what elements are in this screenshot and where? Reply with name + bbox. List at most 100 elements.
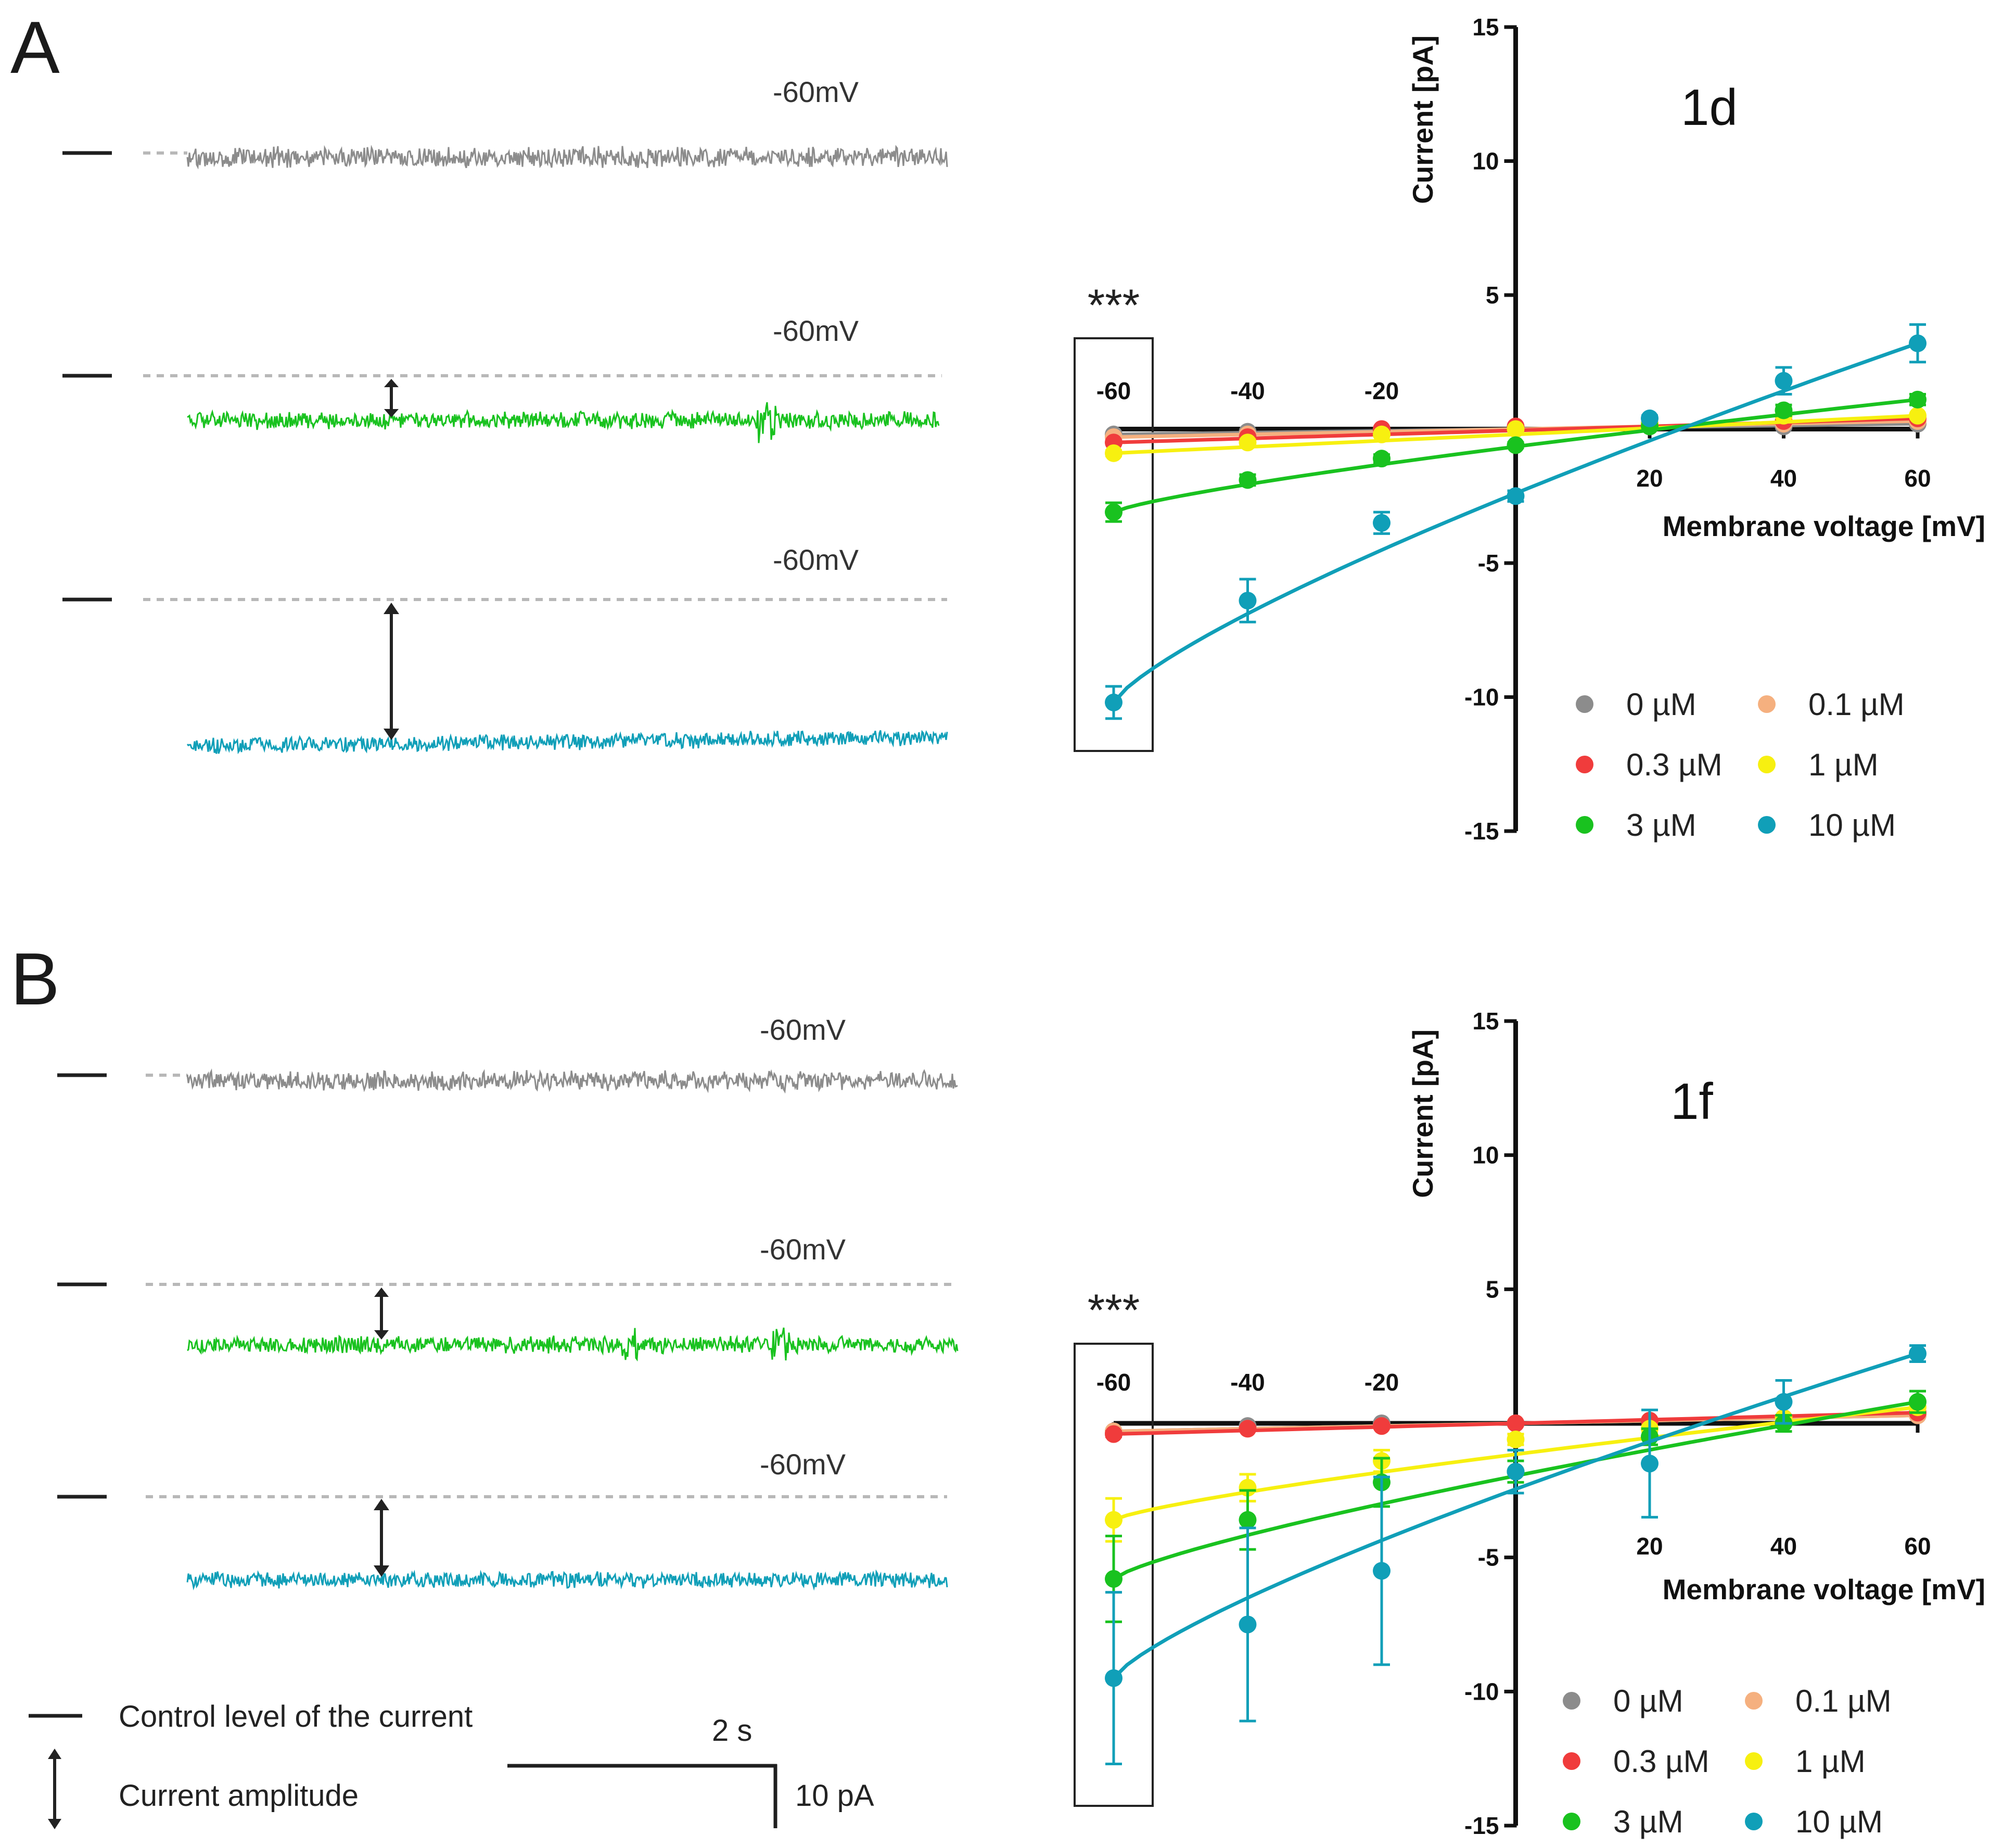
legend-swatch [1745, 1752, 1763, 1770]
y-tick-label: -10 [1464, 684, 1499, 711]
data-point [1909, 406, 1927, 425]
iv-chart-1d: -60 -40 -20 20 40 60 -15 -10 -5 5 10 15 Current [pA]… [1074, 14, 1985, 845]
chart-title: 1f [1670, 1073, 1714, 1130]
y-tick-label: 10 [1472, 1142, 1499, 1169]
data-point [1909, 1345, 1927, 1363]
data-point [1373, 450, 1391, 468]
data-point [1239, 1615, 1257, 1634]
x-tick-label: -40 [1230, 1369, 1265, 1396]
series-4 [1105, 390, 1927, 523]
data-point [1373, 1562, 1391, 1580]
panel-letter-a: A [10, 6, 60, 89]
data-point [1775, 1393, 1793, 1411]
data-point [1239, 434, 1257, 452]
series-5 [1105, 323, 1927, 720]
y-tick-label: -5 [1478, 550, 1499, 577]
legend-swatch [1758, 695, 1776, 713]
amplitude-legend-arrow [48, 1749, 61, 1829]
legend-label: 10 µM [1795, 1804, 1883, 1839]
data-point [1909, 334, 1927, 352]
panel-a-traces: A -60mV -60mV [10, 6, 948, 755]
voltage-label: -60mV [773, 543, 859, 576]
significance-marker: *** [1088, 281, 1140, 330]
legend-label: 1 µM [1795, 1744, 1866, 1779]
significance-marker: *** [1088, 1285, 1140, 1335]
legend-label: 10 µM [1808, 808, 1896, 843]
x-tick-label: -20 [1364, 1369, 1399, 1396]
amplitude-legend-label: Current amplitude [119, 1779, 359, 1813]
data-point [1239, 471, 1257, 489]
voltage-label: -60mV [773, 314, 859, 347]
noise-trace [187, 402, 940, 443]
data-point [1105, 1669, 1122, 1687]
panel-letter-b: B [10, 938, 60, 1021]
x-tick-label: 60 [1904, 465, 1931, 492]
data-point [1239, 1479, 1257, 1497]
x-axis-label: Membrane voltage [mV] [1663, 1573, 1985, 1605]
panel-b-traces: B -60mV -60mV [10, 938, 959, 1591]
data-point [1239, 1420, 1257, 1438]
y-tick-label: 5 [1486, 1276, 1499, 1303]
y-axis-label: Current [pA] [1407, 35, 1439, 204]
highlight-box [1074, 1343, 1154, 1807]
data-point [1507, 1462, 1525, 1481]
y-tick-label: 10 [1472, 148, 1499, 175]
x-tick-label: 20 [1636, 1533, 1663, 1560]
x-tick-label: 20 [1636, 465, 1663, 492]
legend-label: 3 µM [1613, 1804, 1683, 1839]
data-point [1641, 1455, 1659, 1473]
legend-label: 1 µM [1808, 747, 1879, 782]
noise-trace [186, 1327, 959, 1362]
data-point [1105, 444, 1122, 462]
voltage-label: -60mV [773, 75, 859, 108]
trace-a-10um: -60mV [62, 543, 948, 755]
legend-swatch [1745, 1692, 1763, 1710]
data-point [1239, 1511, 1257, 1529]
data-point [1507, 1414, 1525, 1432]
legend-swatch [1576, 756, 1593, 773]
chart-title: 1d [1681, 79, 1738, 136]
legend-swatch [1563, 1692, 1580, 1710]
y-tick-label: -10 [1464, 1678, 1499, 1705]
trace-a-3um: -60mV [62, 314, 942, 443]
legend-swatch [1563, 1752, 1580, 1770]
scale-bar-time-label: 2 s [712, 1714, 752, 1748]
legend-swatch [1758, 816, 1776, 834]
data-point [1239, 592, 1257, 610]
trace-a-control: -60mV [62, 75, 948, 170]
legend-swatch [1576, 816, 1593, 834]
data-point [1507, 420, 1525, 438]
data-point [1507, 436, 1525, 454]
scale-bar-current-label: 10 pA [795, 1779, 874, 1813]
scale-bar: 2 s 10 pA [507, 1714, 874, 1828]
iv-chart-1f: -60 -40 -20 20 40 60 -15 -10 -5 5 10 15 Current [pA]… [1074, 1008, 1985, 1839]
data-point [1507, 487, 1525, 505]
trace-b-3um: -60mV [57, 1233, 959, 1362]
legend-label: 0.1 µM [1808, 687, 1905, 722]
noise-trace [186, 1068, 958, 1094]
y-tick-label: -5 [1478, 1544, 1499, 1571]
legend-label: 0.3 µM [1613, 1744, 1710, 1779]
legend-swatch [1745, 1813, 1763, 1830]
data-point [1775, 401, 1793, 419]
noise-trace [186, 730, 948, 755]
voltage-label: -60mV [760, 1233, 846, 1266]
chart-legend: 0 µM 0.1 µM 0.3 µM 1 µM 3 µM 10 µM [1563, 1684, 1892, 1839]
highlight-box [1074, 337, 1154, 752]
x-tick-label: -20 [1364, 377, 1399, 404]
x-tick-label: -40 [1230, 377, 1265, 404]
data-point [1507, 1430, 1525, 1448]
data-point [1775, 372, 1793, 390]
data-point [1909, 390, 1927, 409]
trace-b-10um: -60mV [57, 1448, 948, 1591]
data-point [1105, 1511, 1122, 1529]
amplitude-arrow [374, 1499, 389, 1577]
x-tick-label: 40 [1770, 1533, 1797, 1560]
x-tick-label: 60 [1904, 1533, 1931, 1560]
data-point [1105, 693, 1122, 711]
noise-trace [186, 145, 948, 170]
y-tick-label: -15 [1464, 818, 1499, 845]
y-tick-label: -15 [1464, 1812, 1499, 1839]
y-axis-label: Current [pA] [1407, 1029, 1439, 1198]
noise-trace [186, 1569, 948, 1591]
